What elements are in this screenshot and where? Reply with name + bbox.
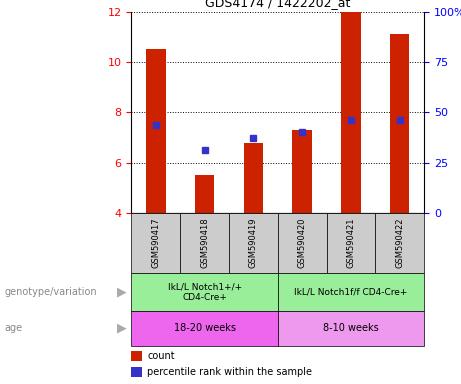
Bar — [278, 311, 424, 346]
Text: GSM590417: GSM590417 — [151, 218, 160, 268]
Bar — [278, 273, 424, 311]
Text: 18-20 weeks: 18-20 weeks — [174, 323, 236, 333]
Text: 8-10 weeks: 8-10 weeks — [323, 323, 379, 333]
Bar — [146, 49, 165, 213]
Text: ▶: ▶ — [117, 285, 127, 298]
Text: age: age — [5, 323, 23, 333]
Bar — [131, 213, 180, 273]
Text: IkL/L Notch1f/f CD4-Cre+: IkL/L Notch1f/f CD4-Cre+ — [294, 287, 408, 296]
Bar — [243, 142, 263, 213]
Bar — [278, 213, 326, 273]
Text: GSM590418: GSM590418 — [200, 218, 209, 268]
Text: count: count — [148, 351, 175, 361]
Text: percentile rank within the sample: percentile rank within the sample — [148, 367, 313, 377]
Bar — [292, 130, 312, 213]
Text: genotype/variation: genotype/variation — [5, 287, 97, 297]
Text: GSM590419: GSM590419 — [249, 218, 258, 268]
Bar — [195, 175, 214, 213]
Text: GSM590421: GSM590421 — [346, 218, 355, 268]
Text: GSM590422: GSM590422 — [395, 218, 404, 268]
Title: GDS4174 / 1422202_at: GDS4174 / 1422202_at — [205, 0, 350, 9]
Bar — [180, 213, 229, 273]
Bar — [390, 34, 409, 213]
Bar — [131, 273, 278, 311]
Text: GSM590420: GSM590420 — [298, 218, 307, 268]
Text: IkL/L Notch1+/+
CD4-Cre+: IkL/L Notch1+/+ CD4-Cre+ — [167, 282, 242, 301]
Bar — [341, 12, 361, 213]
Bar — [131, 351, 142, 361]
Text: ▶: ▶ — [117, 322, 127, 335]
Bar — [131, 367, 142, 377]
Bar — [131, 311, 278, 346]
Bar — [375, 213, 424, 273]
Bar — [229, 213, 278, 273]
Bar — [326, 213, 375, 273]
